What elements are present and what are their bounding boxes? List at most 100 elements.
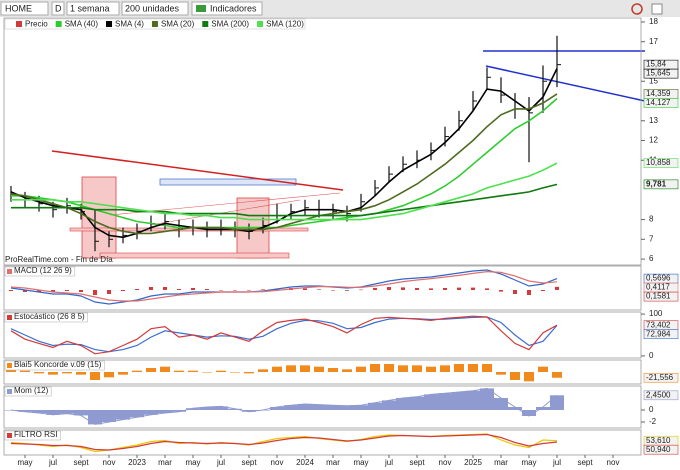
- area-slice: [424, 394, 438, 410]
- bar: [552, 372, 562, 378]
- bar: [202, 372, 212, 373]
- area-slice: [284, 405, 298, 410]
- area-slice: [396, 398, 410, 410]
- histogram-bar: [135, 289, 139, 290]
- value-label-box: [643, 68, 679, 79]
- bar: [538, 366, 548, 372]
- area-slice: [172, 410, 186, 412]
- panel-frame: [3, 429, 642, 456]
- series-line: [10, 315, 558, 355]
- area-slice: [130, 410, 144, 418]
- histogram-bar: [345, 290, 349, 291]
- value-label-box: [643, 329, 679, 340]
- panel-title-box: [4, 360, 105, 371]
- legend-label: SMA (120): [266, 20, 304, 29]
- x-tick-label: nov: [103, 458, 116, 467]
- legend-label: SMA (4): [115, 20, 144, 29]
- legend-swatch: [257, 21, 264, 27]
- area-slice: [340, 405, 354, 410]
- d-button[interactable]: [51, 1, 65, 16]
- y-tick-label: 7: [649, 234, 654, 243]
- histogram-bar: [149, 287, 153, 290]
- histogram-bar: [555, 286, 559, 290]
- symbol-button[interactable]: [0, 1, 49, 16]
- period: 1 semana: [70, 3, 110, 13]
- value-label-box: [643, 291, 679, 302]
- area-slice: [270, 407, 284, 410]
- refresh-icon[interactable]: [631, 3, 643, 15]
- panel-frame: [3, 265, 642, 311]
- area-slice: [228, 408, 242, 410]
- panel-frame: [3, 311, 642, 359]
- area-slice: [410, 396, 424, 410]
- bar: [76, 372, 86, 375]
- x-tick-label: sept: [409, 458, 425, 467]
- area-slice: [298, 404, 312, 410]
- value-label-box: [643, 179, 679, 190]
- bar: [482, 364, 492, 372]
- bar: [118, 372, 128, 375]
- histogram-bar: [163, 287, 167, 290]
- series-line: [10, 68, 558, 239]
- bar: [356, 366, 366, 372]
- area-slice: [200, 407, 214, 410]
- area-slice: [102, 410, 116, 422]
- bar: [20, 370, 30, 372]
- value-label: 2,4500: [646, 390, 671, 399]
- histogram-bar: [65, 290, 69, 291]
- indicators-button[interactable]: [191, 1, 263, 16]
- x-tick-label: may: [353, 458, 368, 467]
- units-button[interactable]: [121, 1, 189, 16]
- bar: [314, 366, 324, 372]
- panel-title-box: [4, 430, 61, 441]
- trend-line: [51, 150, 344, 191]
- area-slice: [494, 398, 508, 410]
- bar: [272, 366, 282, 372]
- series-line: [10, 269, 558, 305]
- area-slice: [438, 393, 452, 410]
- histogram-bar: [429, 288, 433, 290]
- area-slice: [214, 406, 228, 410]
- y-tick-label: 100: [649, 309, 663, 318]
- x-tick-label: mar: [158, 458, 172, 467]
- value-label: 0,4117: [646, 283, 670, 292]
- series-line: [11, 183, 558, 217]
- x-tick-label: 2023: [128, 458, 146, 467]
- area-slice: [88, 410, 102, 425]
- histogram-bar: [471, 287, 475, 290]
- zone-box: [99, 252, 290, 259]
- histogram-bar: [513, 290, 517, 294]
- area-slice: [326, 405, 340, 410]
- area-slice: [186, 408, 200, 410]
- bar: [230, 372, 240, 373]
- x-tick-label: jul: [552, 458, 561, 467]
- units: 200 unidades: [125, 3, 180, 13]
- value-label: 50,940: [646, 445, 671, 454]
- x-tick-label: may: [17, 458, 32, 467]
- histogram-bar: [387, 287, 391, 290]
- area-slice: [466, 390, 480, 410]
- trend-line: [485, 65, 646, 102]
- value-label-box: [643, 158, 679, 168]
- histogram-bar: [457, 287, 461, 290]
- value-label-box: [643, 444, 679, 455]
- area-slice: [382, 400, 396, 410]
- x-tick-label: jul: [216, 458, 225, 467]
- histogram-bar: [303, 288, 307, 290]
- x-tick-label: nov: [271, 458, 284, 467]
- bar: [6, 369, 16, 372]
- panel-frame: [3, 385, 642, 429]
- legend-label: Precio: [25, 20, 48, 29]
- series-line: [10, 270, 558, 302]
- bar: [524, 372, 534, 382]
- area-slice: [32, 410, 46, 413]
- bar: [328, 368, 338, 372]
- series-line: [11, 162, 558, 221]
- x-tick-label: 2024: [296, 458, 314, 467]
- histogram-bar: [191, 288, 195, 290]
- bar: [90, 372, 100, 380]
- period-button[interactable]: [66, 1, 120, 16]
- settings-icon[interactable]: [651, 3, 663, 15]
- area-slice: [508, 407, 522, 410]
